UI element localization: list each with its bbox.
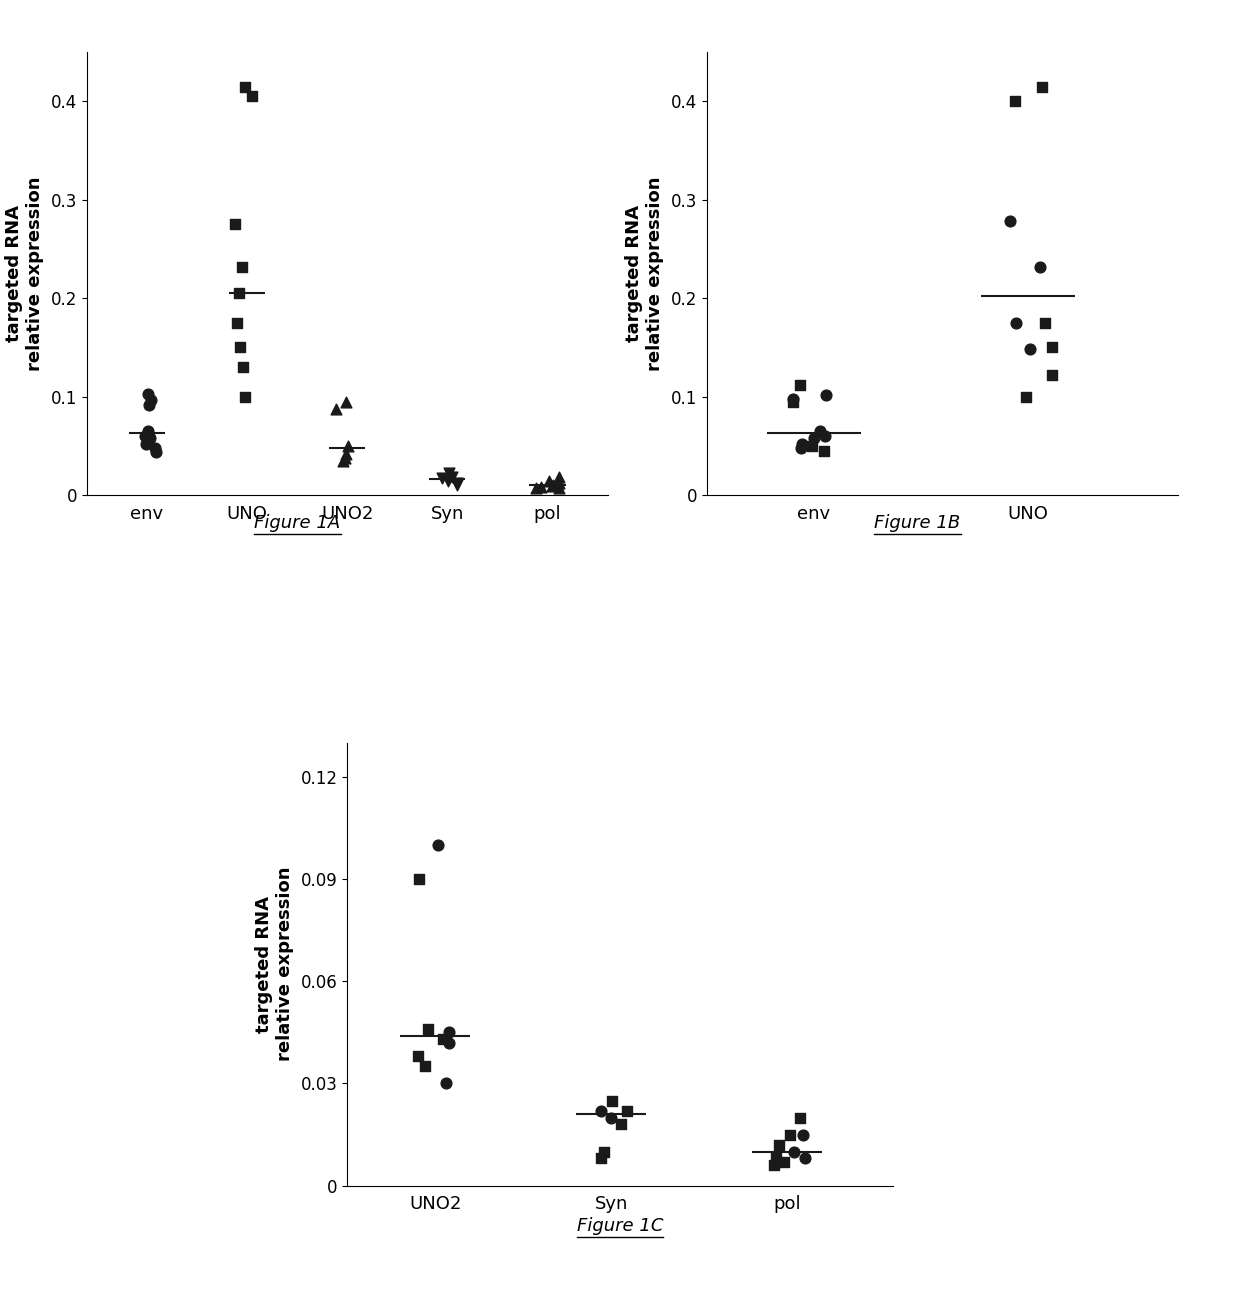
Y-axis label: targeted RNA
relative expression: targeted RNA relative expression xyxy=(625,176,663,371)
Point xyxy=(335,447,355,468)
Point xyxy=(1019,339,1039,360)
Point xyxy=(549,473,569,494)
Y-axis label: targeted RNA
relative expression: targeted RNA relative expression xyxy=(254,866,294,1062)
Point xyxy=(146,442,166,463)
Point xyxy=(433,468,453,489)
Point xyxy=(594,1141,614,1162)
Point xyxy=(139,394,159,414)
Point xyxy=(1033,76,1053,96)
Point xyxy=(236,76,255,96)
Point xyxy=(549,478,569,499)
Point xyxy=(1016,386,1035,407)
Point xyxy=(766,1148,786,1169)
Point xyxy=(227,313,247,334)
Point xyxy=(792,434,812,455)
Point xyxy=(138,383,157,404)
Point xyxy=(1006,313,1025,334)
Point xyxy=(804,427,823,448)
Point xyxy=(600,1108,620,1128)
Point xyxy=(436,1074,456,1095)
Point xyxy=(229,337,249,358)
Text: Figure 1C: Figure 1C xyxy=(577,1217,663,1235)
Point xyxy=(815,426,835,447)
Point xyxy=(433,1029,453,1050)
Point xyxy=(795,1148,815,1169)
Point xyxy=(538,470,558,491)
Point xyxy=(1043,365,1063,386)
Point xyxy=(339,435,358,456)
Point xyxy=(526,478,546,499)
Point xyxy=(810,421,830,442)
Point xyxy=(408,1046,428,1067)
Point xyxy=(141,390,161,410)
Point xyxy=(549,466,569,487)
Point xyxy=(791,438,811,459)
Point xyxy=(784,391,804,412)
Point xyxy=(439,463,459,483)
Point xyxy=(438,470,458,491)
Point xyxy=(591,1148,611,1169)
Point xyxy=(531,477,551,498)
Point xyxy=(135,434,155,455)
Point xyxy=(542,476,562,496)
Point xyxy=(135,426,155,447)
Point xyxy=(228,283,248,304)
Point xyxy=(543,474,563,495)
Point xyxy=(443,466,463,487)
Point xyxy=(140,427,160,448)
Point xyxy=(232,257,252,278)
Point xyxy=(138,421,157,442)
Point xyxy=(336,443,356,464)
Text: Figure 1B: Figure 1B xyxy=(874,513,961,532)
Point xyxy=(816,384,836,405)
Point xyxy=(439,1022,459,1042)
Point xyxy=(1035,313,1055,334)
Point xyxy=(591,1100,611,1121)
Point xyxy=(764,1154,784,1175)
Point xyxy=(145,438,165,459)
Point xyxy=(1001,211,1021,232)
Point xyxy=(326,399,346,420)
Point xyxy=(336,391,356,412)
Point xyxy=(1042,337,1061,358)
Point xyxy=(802,435,822,456)
Point xyxy=(610,1114,630,1135)
Point xyxy=(784,388,804,409)
Point xyxy=(813,440,833,461)
Point xyxy=(1004,91,1024,112)
Point xyxy=(780,1124,800,1145)
Point xyxy=(794,1124,813,1145)
Point xyxy=(790,374,810,395)
Y-axis label: targeted RNA
relative expression: targeted RNA relative expression xyxy=(5,176,43,371)
Point xyxy=(1030,257,1050,278)
Point xyxy=(770,1135,790,1156)
Point xyxy=(774,1152,794,1173)
Point xyxy=(409,869,429,890)
Point xyxy=(790,1108,810,1128)
Point xyxy=(785,1141,805,1162)
Point xyxy=(415,1055,435,1076)
Point xyxy=(439,1032,459,1053)
Point xyxy=(618,1100,637,1121)
Point xyxy=(601,1091,621,1111)
Point xyxy=(334,451,353,472)
Point xyxy=(233,357,253,378)
Point xyxy=(428,834,448,855)
Point xyxy=(243,86,263,107)
Point xyxy=(418,1019,438,1040)
Point xyxy=(446,473,466,494)
Text: Figure 1A: Figure 1A xyxy=(254,513,341,532)
Point xyxy=(446,474,466,495)
Point xyxy=(226,214,246,235)
Point xyxy=(234,386,254,407)
